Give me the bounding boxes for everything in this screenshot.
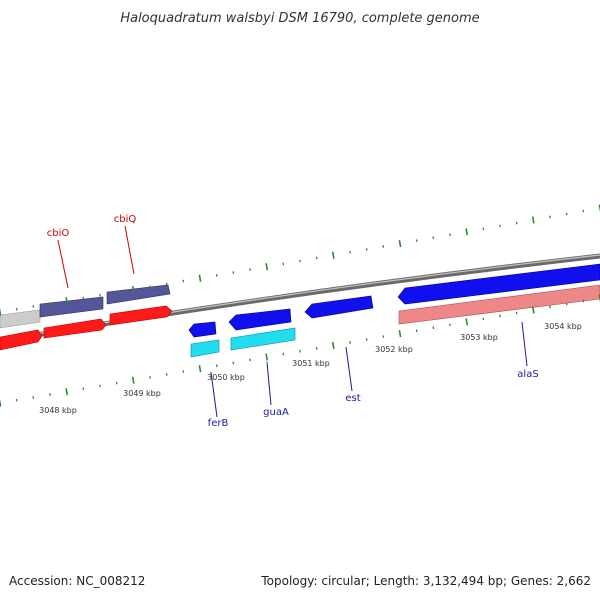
outer-tick-16 [265, 263, 269, 271]
kbp-label-3053: 3053 kbp [460, 333, 498, 342]
inner-tick-32 [531, 306, 535, 314]
outer-tick-12 [198, 274, 202, 282]
outer-tick-0 [0, 308, 2, 316]
reverse-genes [188, 263, 600, 358]
gene-cbiQ[interactable] [106, 284, 171, 305]
inner-tick-35 [582, 299, 585, 303]
inner-tick-29 [482, 317, 485, 321]
outer-tick-31 [515, 221, 518, 225]
kbp-label-3049: 3049 kbp [123, 389, 161, 398]
gene-labels: cbiO cbiQ ferB guaA est alaS [47, 214, 539, 429]
kbp-label-3051: 3051 kbp [292, 359, 330, 368]
outer-tick-35 [582, 209, 585, 213]
inner-tick-28 [465, 318, 469, 326]
inner-tick-24 [398, 330, 402, 338]
outer-tick-34 [565, 212, 568, 216]
inner-tick-16 [265, 353, 269, 361]
inner-tick-0 [0, 399, 2, 407]
inner-ticks [0, 294, 600, 407]
gene-red-2[interactable] [43, 318, 107, 339]
gene-grey[interactable] [0, 309, 41, 329]
gene-guaA[interactable] [228, 308, 292, 331]
outer-tick-28 [465, 228, 469, 236]
ferB-leader [210, 371, 218, 418]
inner-tick-31 [515, 311, 518, 315]
gene-cyan-2[interactable] [230, 327, 296, 351]
cbiQ-leader [124, 225, 135, 275]
gene-alaS[interactable] [397, 263, 600, 305]
outer-tick-24 [398, 239, 402, 248]
outer-tick-4 [65, 297, 68, 305]
outer-tick-8 [131, 285, 135, 294]
inner-tick-22 [365, 338, 368, 341]
gene-pink[interactable] [398, 284, 600, 325]
gene-cbiO[interactable] [39, 296, 104, 318]
gene-label-ferB[interactable]: ferB [208, 418, 229, 429]
outer-tick-32 [531, 216, 535, 224]
outer-tick-20 [331, 251, 335, 259]
cbiO-leader [57, 239, 69, 289]
kbp-labels: 3048 kbp 3049 kbp 3050 kbp 3051 kbp 3052… [39, 322, 582, 415]
gene-est[interactable] [304, 295, 374, 319]
inner-tick-8 [131, 376, 135, 384]
forward-genes [0, 284, 173, 351]
gene-label-est[interactable]: est [345, 393, 360, 404]
outer-tick-29 [482, 227, 485, 231]
gene-red-3[interactable] [109, 305, 173, 326]
guaA-leader [266, 361, 272, 406]
kbp-label-3052: 3052 kbp [375, 345, 413, 354]
kbp-label-3054: 3054 kbp [544, 322, 582, 331]
kbp-label-3048: 3048 kbp [39, 406, 77, 415]
inner-tick-20 [331, 341, 335, 350]
outer-tick-26 [432, 236, 435, 240]
est-leader [345, 346, 353, 392]
gene-label-guaA[interactable]: guaA [263, 407, 289, 418]
alaS-leader [521, 321, 528, 367]
gene-red-1[interactable] [0, 329, 43, 351]
gene-cyan-1[interactable] [190, 339, 220, 358]
gene-ferB[interactable] [188, 321, 217, 338]
gene-label-alaS[interactable]: alaS [517, 369, 538, 380]
gene-label-lines [57, 225, 528, 418]
accession-text: Accession: NC_008212 [9, 574, 145, 588]
inner-tick-26 [432, 326, 435, 330]
gene-label-cbiQ[interactable]: cbiQ [114, 214, 137, 225]
genome-summary-text: Topology: circular; Length: 3,132,494 bp… [260, 574, 591, 588]
inner-tick-12 [198, 365, 202, 373]
inner-tick-4 [65, 388, 69, 396]
inner-tick-34 [565, 302, 568, 306]
map-title: Haloquadratum walsbyi DSM 16790, complet… [120, 11, 479, 26]
inner-tick-23 [382, 335, 385, 338]
gene-label-cbiO[interactable]: cbiO [47, 228, 70, 239]
kbp-label-3050: 3050 kbp [207, 373, 245, 382]
inner-tick-25 [415, 329, 418, 333]
